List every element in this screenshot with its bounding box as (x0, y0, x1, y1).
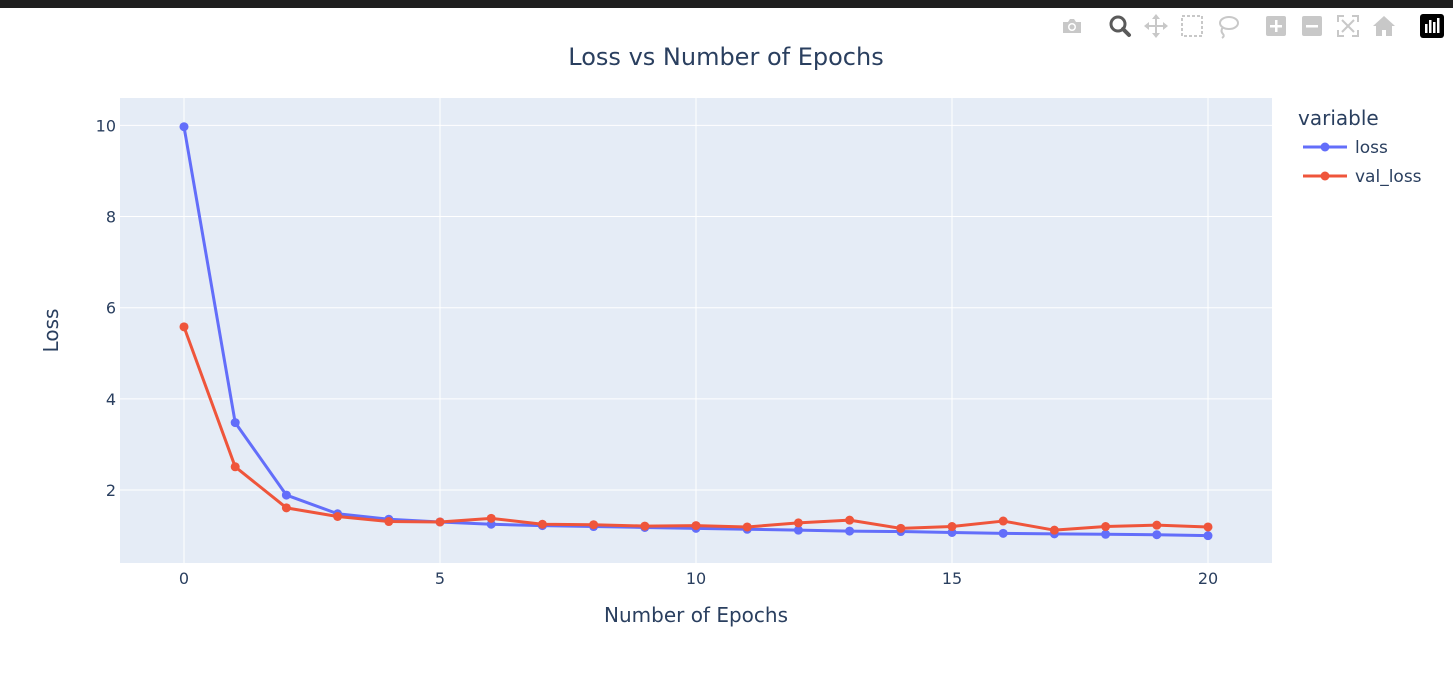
data-point-val_loss[interactable] (1152, 520, 1162, 530)
x-tick-label: 0 (179, 569, 189, 588)
zoom-icon[interactable] (1106, 12, 1134, 40)
top-border-bar (0, 0, 1453, 8)
data-point-val_loss[interactable] (486, 513, 496, 523)
x-axis-label: Number of Epochs (604, 603, 788, 627)
data-point-loss[interactable] (281, 490, 291, 500)
lasso-select-icon[interactable] (1214, 12, 1242, 40)
data-point-val_loss[interactable] (384, 517, 394, 527)
data-point-val_loss[interactable] (589, 520, 599, 530)
data-point-loss[interactable] (1101, 529, 1111, 539)
y-tick-label: 4 (106, 390, 116, 409)
x-tick-label: 20 (1198, 569, 1218, 588)
series-val_loss[interactable] (179, 322, 1213, 535)
data-point-val_loss[interactable] (998, 516, 1008, 526)
y-tick-label: 6 (106, 299, 116, 318)
data-point-val_loss[interactable] (435, 517, 445, 527)
data-point-val_loss[interactable] (742, 522, 752, 532)
data-point-val_loss[interactable] (281, 503, 291, 513)
data-point-val_loss[interactable] (1203, 522, 1213, 532)
legend-item-loss[interactable]: loss (1303, 138, 1388, 158)
data-point-val_loss[interactable] (1049, 525, 1059, 535)
plotly-logo-icon[interactable] (1418, 12, 1446, 40)
pan-icon[interactable] (1142, 12, 1170, 40)
legend-label: loss (1355, 138, 1388, 158)
legend-marker-swatch (1320, 142, 1330, 152)
box-select-icon[interactable] (1178, 12, 1206, 40)
data-point-loss[interactable] (179, 122, 189, 132)
data-point-loss[interactable] (230, 418, 240, 428)
legend-marker-swatch (1320, 171, 1330, 181)
legend-label: val_loss (1355, 167, 1422, 187)
legend: variable loss val_loss (1298, 106, 1422, 187)
data-point-val_loss[interactable] (793, 518, 803, 528)
x-tick-label: 5 (435, 569, 445, 588)
legend-title: variable (1298, 106, 1379, 130)
data-point-loss[interactable] (845, 526, 855, 536)
y-tick-label: 2 (106, 481, 116, 500)
chart-title: Loss vs Number of Epochs (568, 43, 883, 71)
data-point-val_loss[interactable] (1101, 522, 1111, 532)
data-point-loss[interactable] (998, 528, 1008, 538)
x-tick-label: 15 (942, 569, 962, 588)
x-tick-label: 10 (686, 569, 706, 588)
data-point-val_loss[interactable] (896, 523, 906, 533)
data-point-val_loss[interactable] (640, 521, 650, 531)
y-axis-label: Loss (39, 309, 63, 353)
legend-item-val_loss[interactable]: val_loss (1303, 167, 1422, 187)
zoom-out-icon[interactable] (1298, 12, 1326, 40)
data-point-val_loss[interactable] (179, 322, 189, 332)
data-point-val_loss[interactable] (333, 512, 343, 521)
data-point-val_loss[interactable] (691, 521, 701, 531)
data-point-val_loss[interactable] (537, 519, 547, 529)
data-point-val_loss[interactable] (947, 522, 957, 532)
camera-icon[interactable] (1058, 12, 1086, 40)
data-point-loss[interactable] (793, 525, 803, 535)
reset-axes-icon[interactable] (1370, 12, 1398, 40)
zoom-in-icon[interactable] (1262, 12, 1290, 40)
y-tick-label: 10 (96, 116, 116, 135)
y-tick-label: 8 (106, 208, 116, 227)
autoscale-icon[interactable] (1334, 12, 1362, 40)
data-point-loss[interactable] (1152, 530, 1162, 540)
data-point-loss[interactable] (1203, 531, 1213, 541)
data-point-val_loss[interactable] (845, 515, 855, 525)
data-point-val_loss[interactable] (230, 462, 240, 472)
